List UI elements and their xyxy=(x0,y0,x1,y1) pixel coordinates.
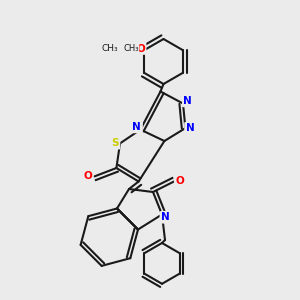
Text: CH₃: CH₃ xyxy=(102,44,119,53)
Text: O: O xyxy=(83,171,92,182)
Text: N: N xyxy=(160,212,169,223)
Text: N: N xyxy=(133,122,142,132)
Text: O: O xyxy=(175,175,184,185)
Text: O: O xyxy=(83,171,92,182)
Text: O: O xyxy=(175,176,184,186)
Text: O: O xyxy=(136,44,146,54)
Text: N: N xyxy=(183,96,192,106)
Text: CH₃: CH₃ xyxy=(123,44,139,53)
Text: O: O xyxy=(122,44,131,54)
Text: N: N xyxy=(183,96,192,106)
Text: S: S xyxy=(111,138,118,148)
Text: N: N xyxy=(161,212,170,222)
Text: N: N xyxy=(132,122,141,132)
Text: N: N xyxy=(185,123,194,133)
Text: N: N xyxy=(185,123,194,133)
Text: S: S xyxy=(112,138,119,148)
